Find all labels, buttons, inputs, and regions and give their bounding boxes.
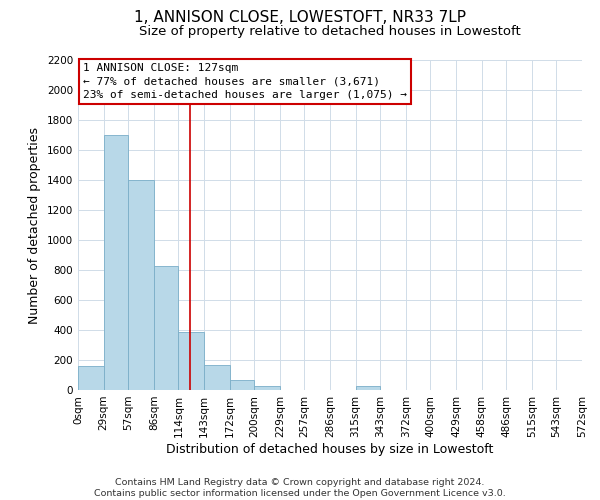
Bar: [356, 386, 380, 390]
Bar: [204, 365, 230, 390]
Bar: [230, 380, 254, 390]
Title: Size of property relative to detached houses in Lowestoft: Size of property relative to detached ho…: [139, 25, 521, 38]
Bar: [178, 332, 204, 390]
Bar: [104, 135, 128, 390]
Text: 1, ANNISON CLOSE, LOWESTOFT, NR33 7LP: 1, ANNISON CLOSE, LOWESTOFT, NR33 7LP: [134, 10, 466, 25]
Text: 1 ANNISON CLOSE: 127sqm
← 77% of detached houses are smaller (3,671)
23% of semi: 1 ANNISON CLOSE: 127sqm ← 77% of detache…: [83, 64, 407, 100]
Bar: [154, 266, 178, 390]
Y-axis label: Number of detached properties: Number of detached properties: [28, 126, 41, 324]
Bar: [78, 366, 104, 390]
Text: Contains HM Land Registry data © Crown copyright and database right 2024.
Contai: Contains HM Land Registry data © Crown c…: [94, 478, 506, 498]
Bar: [128, 180, 154, 390]
Bar: [254, 386, 280, 390]
X-axis label: Distribution of detached houses by size in Lowestoft: Distribution of detached houses by size …: [166, 442, 494, 456]
